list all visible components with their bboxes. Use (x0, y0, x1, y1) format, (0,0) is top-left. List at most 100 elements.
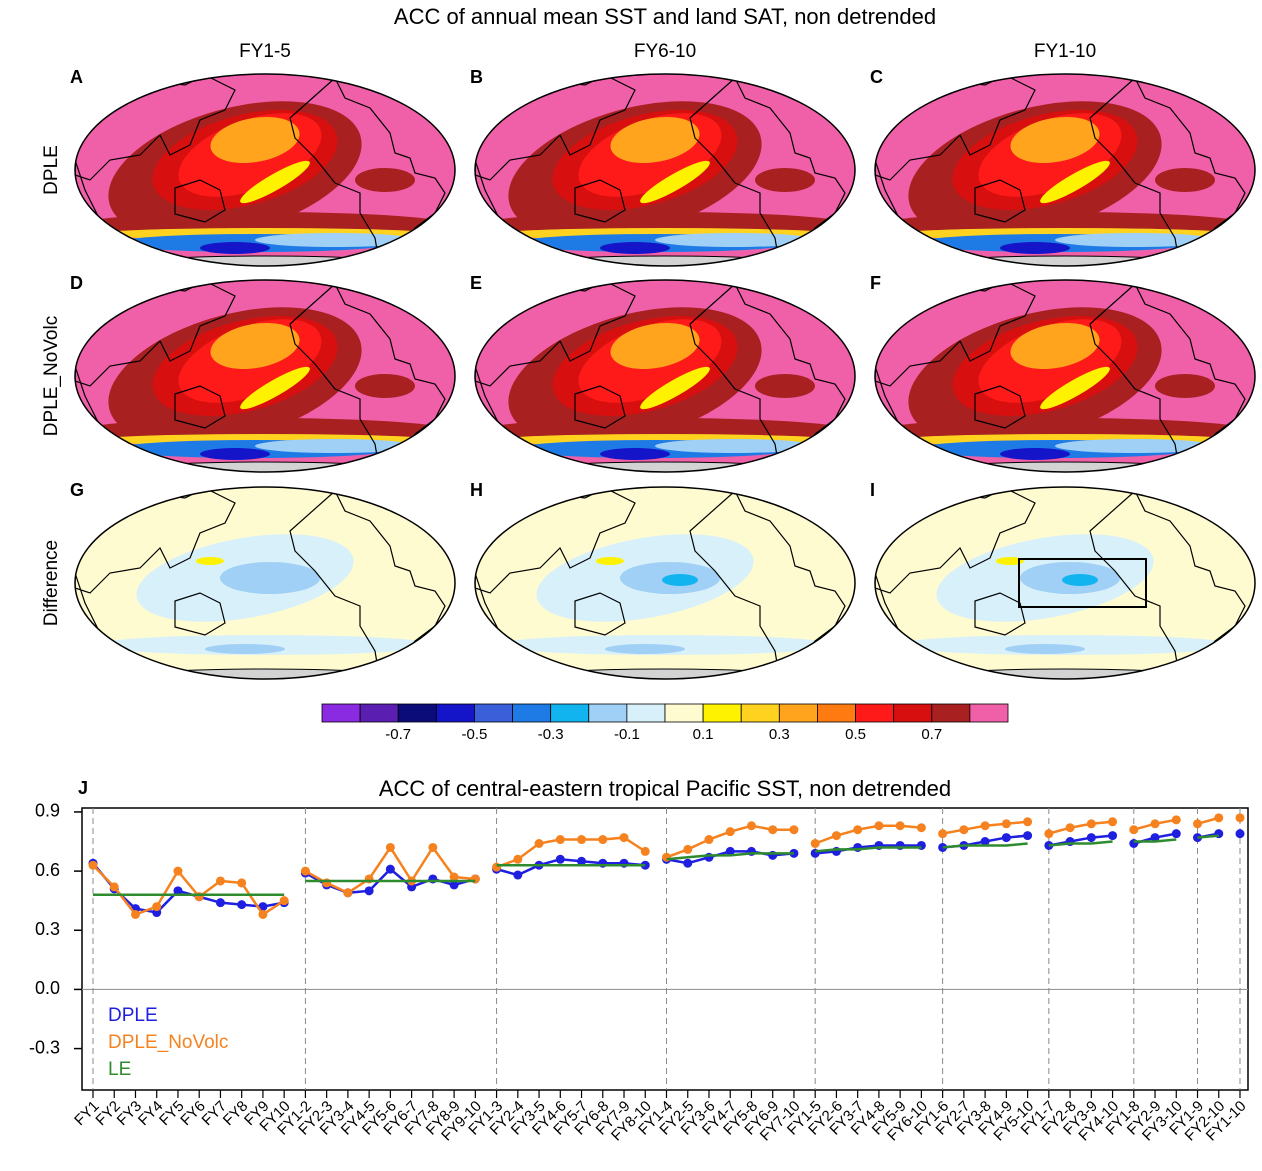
series-line (1048, 820, 1113, 835)
data-point (555, 835, 565, 845)
data-point (258, 902, 268, 912)
panel-letter: I (870, 480, 875, 500)
data-point (513, 870, 523, 880)
data-point (258, 909, 268, 919)
colorbar-box (855, 703, 895, 723)
colorbar-tick-label: 0.1 (693, 726, 714, 743)
data-point (1001, 833, 1011, 843)
data-point (619, 833, 629, 843)
map-field (755, 168, 815, 192)
map-field (1005, 644, 1085, 654)
map-field (1055, 233, 1215, 247)
data-point (598, 835, 608, 845)
data-point (88, 860, 98, 870)
data-point (173, 886, 183, 896)
map (475, 487, 855, 679)
row-label: Difference (41, 540, 62, 626)
y-tick-label: -0.3 (29, 1037, 60, 1057)
data-point (449, 880, 459, 890)
data-point (237, 878, 247, 888)
colorbar-box (740, 703, 780, 723)
coastline (174, 592, 226, 636)
coastline (574, 385, 626, 429)
panel-letter: A (70, 67, 83, 87)
map-field (355, 168, 415, 192)
data-point (704, 835, 714, 845)
data-point (534, 838, 544, 848)
region-box (1018, 558, 1147, 608)
data-point (555, 854, 565, 864)
map (475, 74, 855, 266)
colorbar-tick-label: -0.1 (614, 726, 640, 743)
colorbar-box (626, 703, 666, 723)
map (875, 74, 1255, 266)
data-point (1108, 831, 1118, 841)
map-border (474, 73, 856, 267)
panel-letter: E (470, 273, 482, 293)
map-border (474, 486, 856, 680)
antarctica (89, 668, 441, 679)
map-field (755, 374, 815, 398)
data-point (1023, 817, 1033, 827)
series-line (1197, 834, 1219, 839)
antarctica (889, 461, 1241, 472)
map (75, 487, 455, 679)
data-point (1193, 819, 1203, 829)
map (875, 280, 1255, 472)
data-point (385, 842, 395, 852)
data-point (1171, 815, 1181, 825)
map-field (610, 322, 700, 370)
data-point (1086, 833, 1096, 843)
colorbar-tick-label: -0.3 (538, 726, 564, 743)
data-point (1129, 825, 1139, 835)
data-point (343, 888, 353, 898)
data-point (683, 844, 693, 854)
map-field (255, 439, 415, 453)
data-point (237, 900, 247, 910)
colorbar-box (817, 703, 856, 723)
map-field (600, 242, 670, 254)
colorbar-box (893, 703, 933, 723)
map-field (220, 562, 320, 594)
map (75, 74, 455, 266)
colorbar-box (512, 703, 552, 723)
data-point (152, 902, 162, 912)
data-point (874, 821, 884, 831)
chart-title: ACC of central-eastern tropical Pacific … (379, 776, 951, 801)
antarctica (489, 668, 841, 679)
panel-letter: B (470, 67, 483, 87)
data-point (364, 886, 374, 896)
data-point (938, 829, 948, 839)
coastline (574, 179, 626, 223)
data-point (1001, 819, 1011, 829)
map-field (1000, 448, 1070, 460)
series-line (814, 824, 922, 845)
series-line (666, 852, 794, 861)
data-point (1108, 817, 1118, 827)
data-point (1044, 829, 1054, 839)
legend-entry: DPLE_NoVolc (108, 1032, 228, 1053)
colorbar-tick-label: -0.7 (385, 726, 411, 743)
data-point (1150, 833, 1160, 843)
colorbar-box (321, 703, 361, 723)
y-tick-label: 0.6 (35, 860, 60, 880)
map (475, 280, 855, 472)
colorbar-box (778, 703, 818, 723)
map-field (1055, 439, 1215, 453)
map-border (74, 73, 456, 267)
y-tick-label: 0.9 (35, 801, 60, 821)
column-label: FY1-5 (239, 41, 291, 62)
colorbar-box (435, 703, 475, 723)
colorbar-box (931, 703, 971, 723)
series-line (815, 846, 922, 853)
map-field (605, 644, 685, 654)
data-point (1023, 831, 1033, 841)
map-field (210, 322, 300, 370)
colorbar-box (664, 703, 704, 723)
data-point (428, 842, 438, 852)
data-point (109, 882, 119, 892)
data-point (215, 876, 225, 886)
map-field (255, 233, 415, 247)
data-point (683, 858, 693, 868)
data-point (449, 872, 459, 882)
